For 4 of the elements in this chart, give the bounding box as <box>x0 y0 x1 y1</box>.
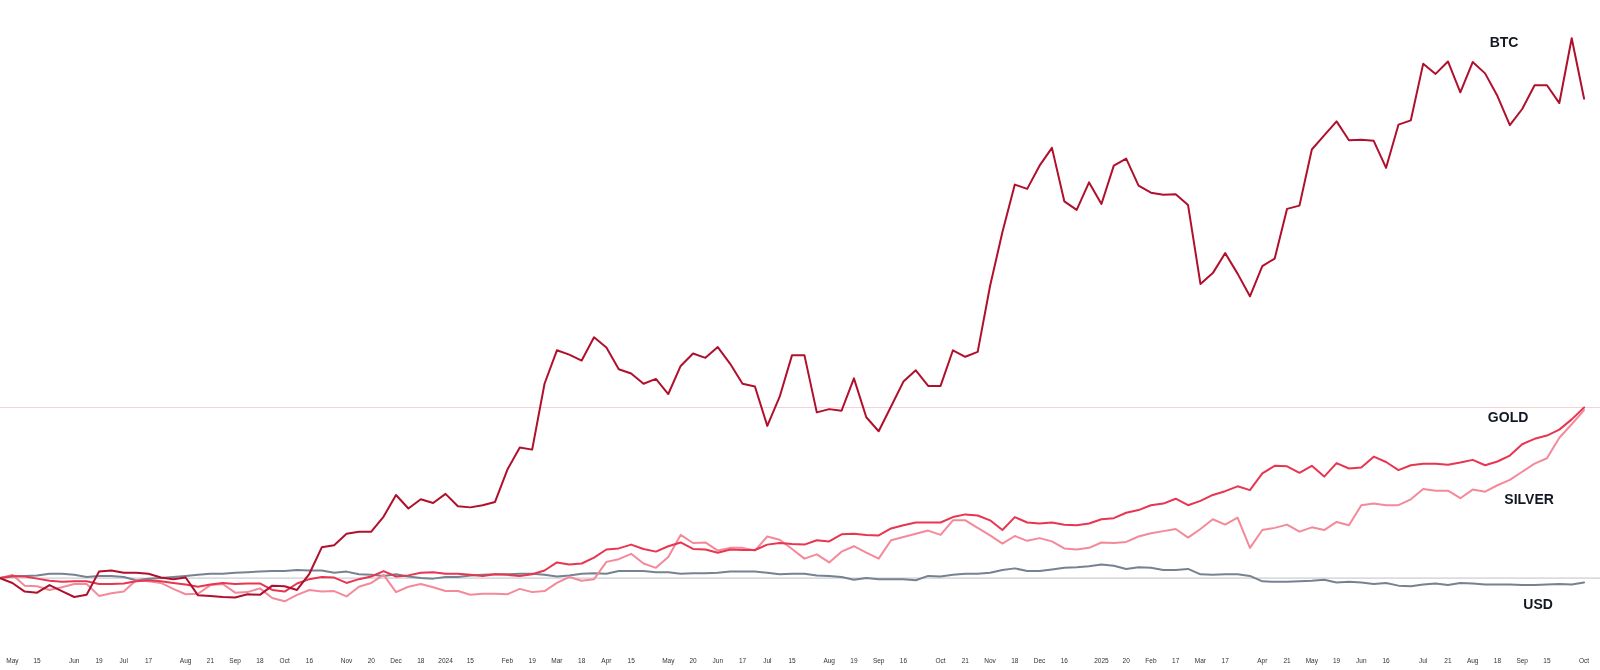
series-label: GOLD <box>1487 408 1529 425</box>
series-label: BTC <box>1489 33 1519 50</box>
series-label: SILVER <box>1504 491 1554 508</box>
series-label: USD <box>1523 596 1553 613</box>
